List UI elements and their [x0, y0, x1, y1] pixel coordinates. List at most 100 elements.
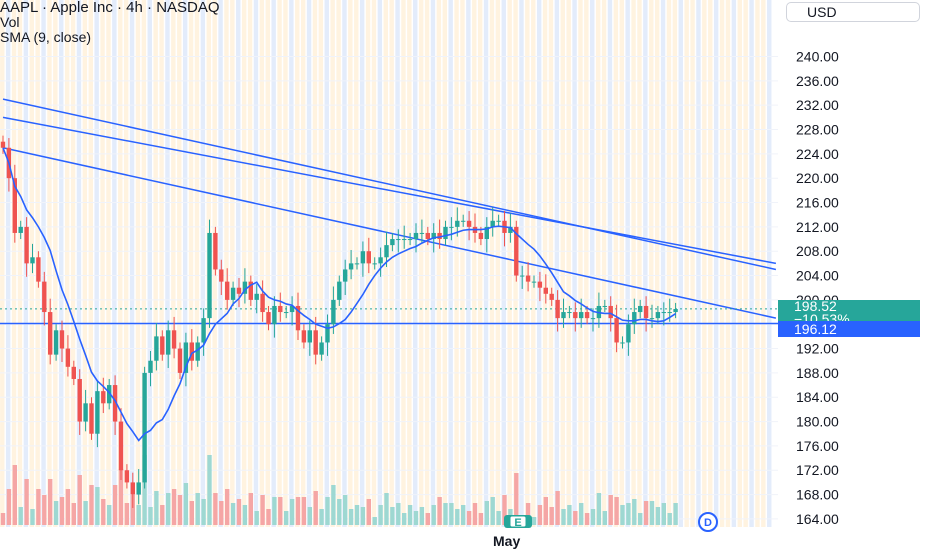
candle-body	[443, 226, 448, 240]
session-stripe	[466, 0, 471, 527]
y-tick-label: 224.00	[796, 146, 839, 162]
candle-body	[101, 391, 106, 404]
session-stripe	[590, 0, 595, 527]
volume-indicator-label[interactable]: Vol	[0, 14, 20, 30]
candle-body	[384, 245, 389, 258]
volume-bar	[201, 499, 206, 525]
volume-bar	[171, 489, 177, 525]
candle-body	[154, 336, 159, 361]
session-stripe	[365, 0, 371, 527]
candle-body	[655, 312, 661, 319]
session-stripe	[448, 0, 453, 527]
volume-bar	[549, 507, 554, 525]
volume-bar	[89, 485, 94, 525]
candle-body	[183, 342, 189, 373]
volume-bar	[661, 503, 666, 525]
session-stripe	[153, 0, 158, 527]
volume-bar	[455, 509, 460, 525]
session-stripe	[29, 0, 34, 527]
session-stripe	[94, 0, 99, 527]
candle-body	[219, 269, 224, 282]
volume-bar	[360, 507, 366, 525]
candle-body	[590, 318, 596, 320]
session-stripe	[265, 0, 270, 527]
session-stripe	[436, 0, 442, 527]
symbol-title[interactable]: AAPL · Apple Inc · 4h · NASDAQ	[0, 0, 220, 16]
session-stripe	[595, 0, 601, 527]
volume-bar	[331, 485, 336, 525]
volume-bar	[236, 499, 242, 525]
session-stripe	[377, 0, 383, 527]
volume-bar	[372, 517, 377, 525]
candle-body	[378, 257, 383, 264]
volume-bar	[602, 511, 607, 525]
candle-body	[313, 330, 318, 355]
candle-body	[343, 269, 348, 282]
currency-selector[interactable]: USD	[786, 2, 920, 22]
session-stripe	[253, 0, 259, 527]
session-stripe	[342, 0, 347, 527]
session-stripe	[177, 0, 182, 527]
volume-bars	[0, 455, 678, 525]
volume-bar	[472, 503, 478, 525]
session-stripe	[295, 0, 300, 527]
session-stripe	[271, 0, 276, 527]
candle-body	[573, 312, 578, 319]
session-stripe	[53, 0, 58, 527]
session-stripe	[47, 0, 52, 527]
candle-body	[537, 281, 543, 288]
volume-bar	[579, 503, 584, 525]
volume-bar	[278, 497, 283, 525]
volume-bar	[154, 491, 159, 525]
session-stripe	[489, 0, 495, 527]
event-marker-e[interactable]: E	[504, 515, 532, 529]
candle-body	[0, 141, 6, 148]
candle-body	[272, 305, 277, 325]
session-stripe	[767, 0, 772, 527]
event-marker-d[interactable]: D	[698, 512, 718, 532]
session-stripe	[165, 0, 170, 527]
candle-body	[632, 312, 637, 325]
candle-body	[372, 263, 377, 265]
session-stripe	[572, 0, 577, 527]
session-stripe	[318, 0, 324, 527]
session-stripe	[684, 0, 689, 527]
volume-bar	[24, 479, 29, 525]
currency-label: USD	[807, 4, 837, 20]
session-stripe	[88, 0, 93, 527]
y-tick-label: 188.00	[796, 365, 839, 381]
price-axis[interactable]: 164.00 168.00 172.00 176.00 180.00 184.00 188.…	[796, 49, 839, 527]
candle-body	[319, 342, 324, 355]
volume-bar	[384, 493, 389, 525]
candle-body	[337, 281, 342, 300]
sma-indicator-label[interactable]: SMA (9, close)	[0, 29, 92, 45]
candle-body	[166, 330, 171, 355]
volume-bar	[573, 511, 578, 525]
event-marker-label: D	[704, 517, 712, 529]
candle-body	[124, 470, 130, 483]
candle-body	[649, 318, 655, 320]
candle-body	[638, 305, 643, 313]
volume-bar	[667, 513, 672, 525]
last-price-value: 198.52	[794, 298, 837, 314]
y-tick-label: 208.00	[796, 243, 839, 259]
session-stripe	[218, 0, 223, 527]
candle-body	[207, 232, 212, 319]
session-stripe	[430, 0, 436, 527]
horizontal-line-value: 196.12	[794, 321, 837, 337]
y-tick-label: 212.00	[796, 219, 839, 235]
candle-body	[36, 257, 41, 282]
session-stripe	[548, 0, 554, 527]
session-stripe	[182, 0, 188, 527]
candle-body	[230, 287, 236, 300]
candle-body	[248, 281, 253, 300]
volume-bar	[6, 489, 12, 525]
session-stripe	[454, 0, 459, 527]
candle-body	[118, 421, 124, 471]
candle-body	[490, 220, 495, 227]
candle-body	[71, 366, 76, 379]
volume-bar	[378, 505, 383, 525]
trendlines[interactable]	[2, 98, 777, 319]
